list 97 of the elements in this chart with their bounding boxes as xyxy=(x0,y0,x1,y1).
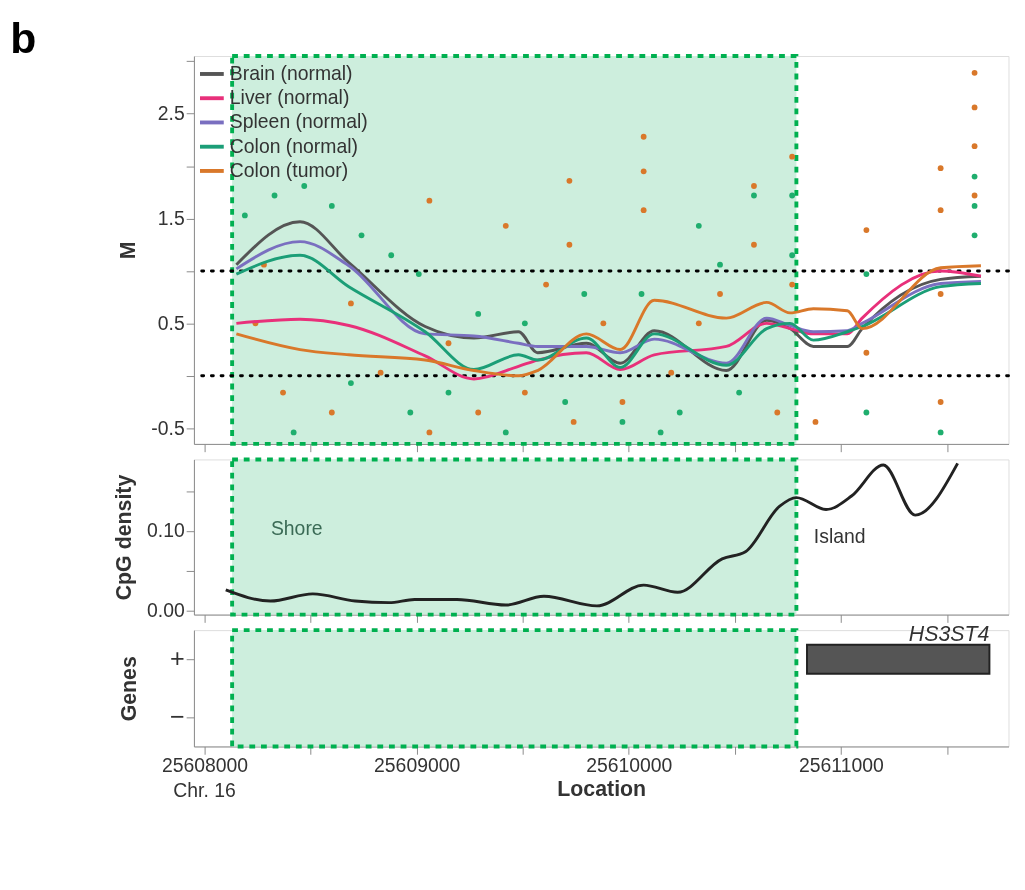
point xyxy=(937,291,944,297)
y-tick-label: 1.5 xyxy=(157,206,185,229)
point xyxy=(789,153,796,160)
point xyxy=(863,409,870,416)
point xyxy=(328,409,335,416)
point xyxy=(717,261,723,268)
y-tick-label: 0.10 xyxy=(147,519,185,542)
point xyxy=(971,143,978,150)
point xyxy=(502,222,509,229)
point xyxy=(377,369,384,376)
point xyxy=(789,281,796,288)
legend-label: Spleen (normal) xyxy=(229,110,368,133)
x-tick-label: 25611000 xyxy=(799,754,885,777)
point xyxy=(774,409,781,416)
point xyxy=(863,227,870,233)
point xyxy=(348,300,354,307)
point xyxy=(751,183,757,189)
point xyxy=(445,389,452,396)
point xyxy=(570,419,577,425)
point xyxy=(640,168,647,175)
y-axis-title: M xyxy=(115,241,140,260)
point xyxy=(290,429,297,436)
point xyxy=(863,349,870,356)
point xyxy=(751,241,757,248)
point xyxy=(475,409,482,416)
point xyxy=(301,183,308,189)
point xyxy=(328,203,335,209)
point xyxy=(475,311,482,317)
point xyxy=(543,281,549,288)
annotation: HS3ST4 xyxy=(908,621,990,646)
point xyxy=(426,197,433,204)
y-tick-label: 0.5 xyxy=(157,311,185,334)
y-tick-label: + xyxy=(170,643,185,672)
point xyxy=(358,232,365,239)
point xyxy=(562,399,569,405)
point xyxy=(388,252,395,259)
chart-title: b xyxy=(10,13,37,62)
point xyxy=(619,399,626,405)
point xyxy=(271,192,278,199)
point xyxy=(789,252,796,259)
point xyxy=(521,389,528,396)
y-axis-title: Genes xyxy=(117,656,142,722)
point xyxy=(640,133,647,140)
x-tick-label: 25610000 xyxy=(586,754,673,777)
point xyxy=(971,104,978,111)
point xyxy=(695,222,702,229)
point xyxy=(445,340,452,347)
annotation: Island xyxy=(813,524,866,547)
point xyxy=(937,399,944,405)
point xyxy=(502,429,509,436)
point xyxy=(668,369,675,376)
point xyxy=(566,241,573,248)
point xyxy=(751,192,757,199)
point xyxy=(280,389,286,396)
x-tick-label: 25608000 xyxy=(161,754,249,777)
point xyxy=(937,429,944,436)
y-axis-title: CpG density xyxy=(111,474,136,601)
point xyxy=(426,429,433,436)
y-tick-label: 0.00 xyxy=(147,598,185,621)
point xyxy=(600,320,607,327)
point xyxy=(566,177,573,184)
point xyxy=(971,192,978,199)
point xyxy=(241,212,248,219)
point xyxy=(789,192,796,199)
point xyxy=(863,271,870,277)
legend-label: Colon (normal) xyxy=(229,134,358,157)
point xyxy=(812,419,819,425)
point xyxy=(640,207,647,214)
legend-label: Brain (normal) xyxy=(229,61,353,84)
point xyxy=(971,173,978,180)
legend-label: Colon (tumor) xyxy=(229,158,349,181)
y-tick-label: -0.5 xyxy=(151,416,185,439)
line-series xyxy=(224,461,960,608)
text: Chr. 16 xyxy=(173,778,236,801)
point xyxy=(695,320,702,327)
x-axis-title: Location xyxy=(557,777,647,802)
point xyxy=(937,207,944,214)
legend-label: Liver (normal) xyxy=(229,86,350,109)
point xyxy=(736,389,743,396)
point xyxy=(971,203,978,209)
point xyxy=(717,291,723,297)
point xyxy=(348,380,354,387)
point xyxy=(521,320,528,327)
point xyxy=(581,291,588,297)
y-tick-label: − xyxy=(170,702,185,731)
point xyxy=(971,232,978,239)
point xyxy=(657,429,664,436)
point xyxy=(937,165,944,172)
band-label: Shore xyxy=(270,517,323,540)
y-tick-label: 2.5 xyxy=(157,102,185,124)
point xyxy=(415,271,422,277)
x-tick-label: 25609000 xyxy=(374,754,461,777)
point xyxy=(971,69,978,76)
point xyxy=(638,291,645,297)
point xyxy=(407,409,414,416)
point xyxy=(619,419,626,425)
point xyxy=(676,409,683,416)
